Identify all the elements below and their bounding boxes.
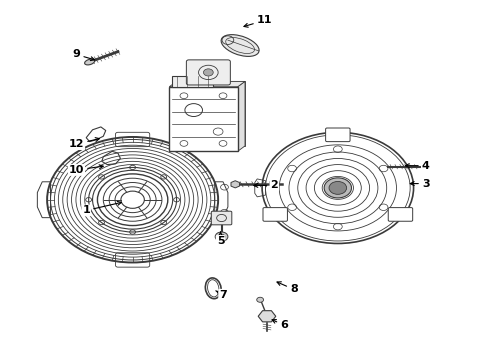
Text: 2: 2 [254, 180, 278, 190]
Circle shape [329, 181, 346, 194]
Text: 9: 9 [73, 49, 95, 60]
FancyBboxPatch shape [388, 208, 413, 221]
Polygon shape [172, 76, 213, 87]
Text: 4: 4 [405, 161, 430, 171]
FancyBboxPatch shape [169, 87, 238, 151]
FancyBboxPatch shape [211, 211, 232, 225]
Text: 5: 5 [217, 232, 224, 246]
Text: 12: 12 [69, 138, 99, 149]
FancyBboxPatch shape [186, 60, 230, 85]
Polygon shape [258, 311, 276, 322]
Circle shape [215, 232, 228, 241]
Ellipse shape [221, 35, 259, 57]
Circle shape [203, 69, 213, 76]
Text: 3: 3 [410, 179, 430, 189]
Polygon shape [231, 181, 240, 188]
Text: 11: 11 [244, 15, 272, 27]
Text: 10: 10 [69, 165, 103, 175]
Polygon shape [169, 81, 245, 87]
FancyBboxPatch shape [176, 81, 245, 146]
Text: 7: 7 [216, 290, 227, 300]
Circle shape [324, 178, 351, 198]
Circle shape [257, 297, 264, 302]
FancyBboxPatch shape [326, 128, 350, 141]
Ellipse shape [85, 59, 95, 65]
FancyBboxPatch shape [263, 208, 288, 221]
Text: 1: 1 [82, 201, 122, 216]
Polygon shape [238, 81, 245, 151]
Text: 8: 8 [277, 282, 298, 294]
Text: 6: 6 [272, 320, 288, 330]
